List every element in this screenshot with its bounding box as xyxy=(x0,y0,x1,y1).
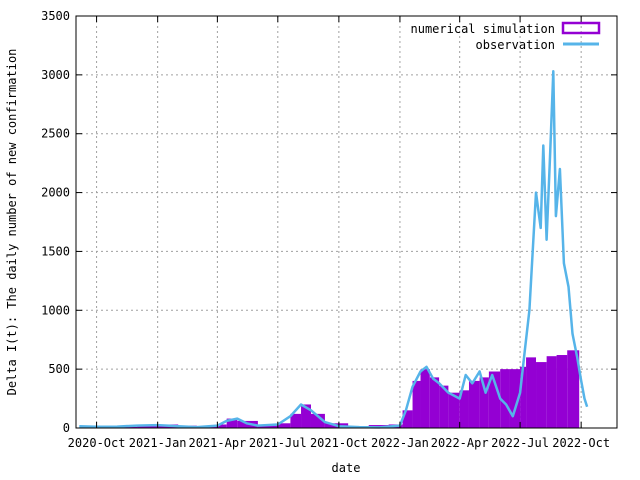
simulation-bar xyxy=(500,369,510,428)
y-tick-label: 0 xyxy=(63,421,70,435)
y-tick-label: 1000 xyxy=(41,303,70,317)
simulation-bar xyxy=(277,423,291,428)
simulation-bar xyxy=(402,410,413,428)
y-tick-label: 2500 xyxy=(41,127,70,141)
observation-line xyxy=(79,70,589,429)
simulation-bar xyxy=(117,426,138,428)
simulation-bar xyxy=(290,413,302,428)
simulation-bars xyxy=(96,350,580,428)
simulation-bar xyxy=(459,390,469,428)
plot-frame xyxy=(75,15,618,429)
simulation-bar xyxy=(567,350,580,428)
simulation-bar xyxy=(429,377,440,428)
simulation-bar xyxy=(526,357,537,428)
simulation-bar xyxy=(479,377,489,428)
simulation-bar xyxy=(226,418,238,428)
x-axis-title: date xyxy=(332,461,361,475)
x-tick-label: 2021-Jan xyxy=(129,436,187,450)
simulation-bar xyxy=(468,380,480,428)
simulation-bar xyxy=(257,425,278,428)
y-tick-label: 500 xyxy=(48,362,70,376)
x-tick-label: 2022-Oct xyxy=(552,436,610,450)
x-tick-label: 2021-Apr xyxy=(188,436,246,450)
simulation-bar xyxy=(546,356,557,428)
legend: numerical simulation observation xyxy=(411,21,601,52)
y-tick-label: 3500 xyxy=(41,9,70,23)
simulation-bar xyxy=(488,371,501,428)
y-tick-label: 2000 xyxy=(41,186,70,200)
simulation-bar xyxy=(412,380,421,428)
simulation-bar xyxy=(536,362,547,428)
x-tick-label: 2020-Oct xyxy=(68,436,126,450)
x-tick-label: 2021-Oct xyxy=(310,436,368,450)
y-tick-label: 3000 xyxy=(41,68,70,82)
grid xyxy=(76,16,617,428)
simulation-bar xyxy=(420,369,430,428)
legend-label-numerical-simulation: numerical simulation xyxy=(411,22,556,36)
simulation-bar xyxy=(217,424,227,428)
simulation-bar xyxy=(301,404,311,428)
x-tick-label: 2021-Jul xyxy=(249,436,307,450)
y-axis: 0 500 1000 1500 2000 2500 3000 3500 xyxy=(41,9,617,435)
simulation-bar xyxy=(520,366,527,428)
simulation-bar xyxy=(310,413,325,428)
y-axis-title: Delta I(t): The daily number of new conf… xyxy=(5,49,19,396)
x-tick-label: 2022-Apr xyxy=(431,436,489,450)
simulation-bar xyxy=(509,369,521,428)
legend-swatch-numerical-simulation xyxy=(561,21,601,35)
legend-label-observation: observation xyxy=(476,38,555,52)
x-tick-label: 2022-Jan xyxy=(371,436,429,450)
x-axis: 2020-Oct 2021-Jan 2021-Apr 2021-Jul 2021-Oct… xyxy=(68,16,610,450)
simulation-bar xyxy=(439,385,449,428)
x-tick-label: 2022-Jul xyxy=(491,436,549,450)
y-tick-label: 1500 xyxy=(41,244,70,258)
simulation-bar xyxy=(448,392,460,428)
simulation-bar xyxy=(556,355,568,428)
